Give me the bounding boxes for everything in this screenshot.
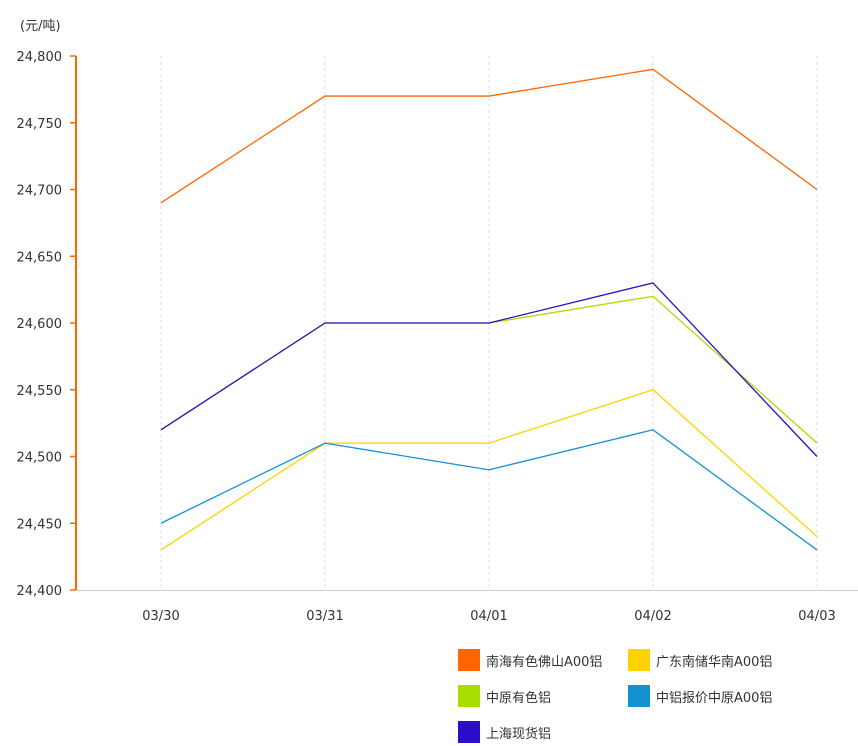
y-tick-label: 24,450: [17, 517, 63, 532]
series-layer: [160, 68, 818, 551]
legend-item[interactable]: 中原有色铝: [458, 684, 551, 708]
series-line: [160, 282, 818, 457]
axis-layer: [70, 55, 858, 591]
legend-item[interactable]: 南海有色佛山A00铝: [458, 648, 602, 672]
y-tick-label: 24,650: [17, 250, 63, 265]
y-tick-label: 24,550: [17, 384, 63, 399]
y-tick-label: 24,500: [17, 451, 63, 466]
tick-label-layer: 24,400 24,450 24,500 24,550 24,600 24,650 24,7…: [17, 50, 836, 624]
y-tick-label: 24,700: [17, 184, 63, 199]
legend-swatch: [458, 685, 480, 707]
y-tick-label: 24,400: [17, 584, 63, 599]
legend-swatch: [628, 649, 650, 671]
y-axis-unit-label: (元/吨): [20, 19, 61, 34]
series-line: [160, 68, 818, 204]
y-tick-label: 24,800: [17, 50, 63, 65]
series-line: [160, 429, 818, 551]
legend-label: 广东南储华南A00铝: [656, 654, 773, 670]
x-tick-label: 03/31: [306, 609, 343, 624]
x-tick-label: 04/01: [470, 609, 507, 624]
legend-item[interactable]: 上海现货铝: [458, 720, 551, 744]
legend-swatch: [458, 721, 480, 743]
legend-label: 南海有色佛山A00铝: [486, 654, 603, 670]
legend-item[interactable]: 中铝报价中原A00铝: [628, 684, 772, 708]
y-tick-label: 24,750: [17, 117, 63, 132]
legend-swatch: [628, 685, 650, 707]
legend-item[interactable]: 广东南储华南A00铝: [628, 648, 772, 672]
x-tick-label: 04/02: [634, 609, 671, 624]
legend-label: 上海现货铝: [486, 726, 552, 742]
series-line: [160, 389, 818, 551]
legend-label: 中铝报价中原A00铝: [656, 690, 773, 706]
x-tick-label: 04/03: [798, 609, 835, 624]
legend-label: 中原有色铝: [486, 690, 552, 706]
y-tick-label: 24,600: [17, 317, 63, 332]
x-tick-label: 03/30: [142, 609, 179, 624]
legend-swatch: [458, 649, 480, 671]
